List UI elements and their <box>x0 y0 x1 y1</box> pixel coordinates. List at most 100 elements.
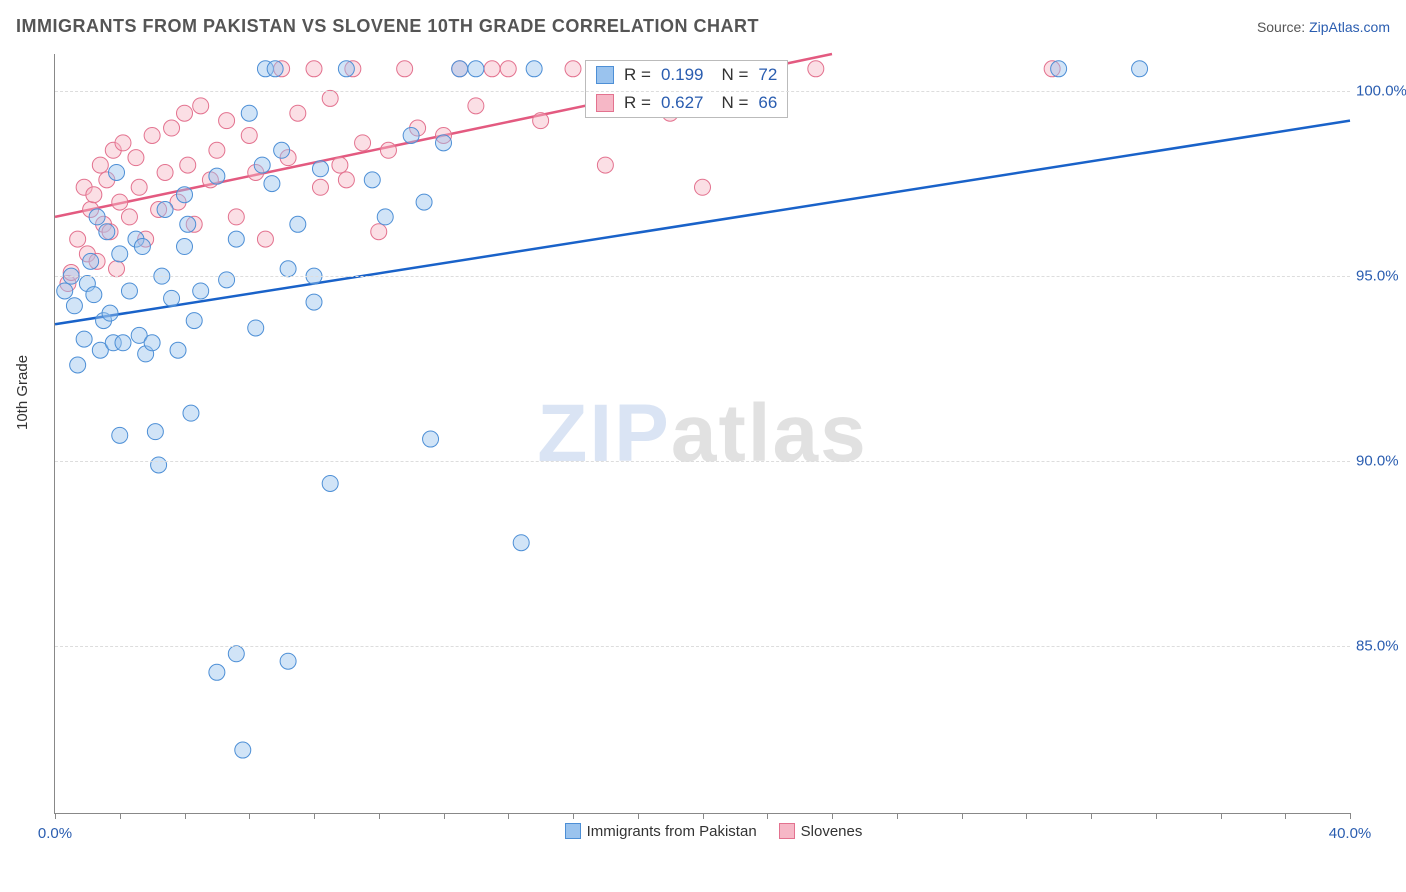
blue-point <box>89 209 105 225</box>
blue-point <box>157 202 173 218</box>
blue-point <box>99 224 115 240</box>
blue-point <box>209 664 225 680</box>
y-tick-label: 100.0% <box>1356 83 1406 100</box>
blue-point <box>254 157 270 173</box>
pink-point <box>180 157 196 173</box>
y-tick-label: 85.0% <box>1356 638 1399 655</box>
x-tick-label: 40.0% <box>1329 825 1372 842</box>
pink-point <box>355 135 371 151</box>
blue-point <box>219 272 235 288</box>
x-tick <box>897 813 898 819</box>
x-tick <box>379 813 380 819</box>
blue-point <box>338 61 354 77</box>
pink-point <box>86 187 102 203</box>
pink-point <box>144 127 160 143</box>
blue-point <box>164 290 180 306</box>
source-prefix: Source: <box>1257 19 1309 35</box>
pink-point <box>193 98 209 114</box>
pink-point <box>128 150 144 166</box>
blue-point <box>57 283 73 299</box>
blue-point <box>66 298 82 314</box>
y-tick-label: 90.0% <box>1356 453 1399 470</box>
pink-point <box>121 209 137 225</box>
legend-label: Immigrants from Pakistan <box>587 823 757 840</box>
pink-point <box>808 61 824 77</box>
pink-point <box>468 98 484 114</box>
x-tick <box>55 813 56 819</box>
y-axis-label: 10th Grade <box>14 355 31 430</box>
blue-point <box>209 168 225 184</box>
legend: Immigrants from Pakistan Slovenes <box>55 823 1350 840</box>
pink-point <box>484 61 500 77</box>
blue-point <box>76 331 92 347</box>
stats-box: R =0.199N =72R =0.627N =66 <box>585 60 788 118</box>
blue-point <box>177 187 193 203</box>
pink-point <box>597 157 613 173</box>
stats-row: R =0.199N =72 <box>586 61 787 89</box>
x-tick <box>1285 813 1286 819</box>
x-tick <box>1091 813 1092 819</box>
blue-point <box>86 287 102 303</box>
pink-point <box>112 194 128 210</box>
stat-r-value: 0.627 <box>661 93 704 113</box>
pink-point <box>565 61 581 77</box>
pink-point <box>209 142 225 158</box>
blue-point <box>180 216 196 232</box>
pink-point <box>695 179 711 195</box>
pink-point <box>131 179 147 195</box>
x-tick <box>1156 813 1157 819</box>
legend-label: Slovenes <box>801 823 863 840</box>
legend-swatch <box>565 823 581 839</box>
blue-point <box>364 172 380 188</box>
x-tick <box>832 813 833 819</box>
blue-point <box>144 335 160 351</box>
blue-point <box>115 335 131 351</box>
x-tick <box>314 813 315 819</box>
blue-point <box>235 742 251 758</box>
blue-point <box>112 246 128 262</box>
pink-point <box>312 179 328 195</box>
legend-swatch <box>596 66 614 84</box>
blue-point <box>322 475 338 491</box>
blue-point <box>290 216 306 232</box>
pink-point <box>533 113 549 129</box>
stat-r-value: 0.199 <box>661 65 704 85</box>
blue-point <box>183 405 199 421</box>
blue-point <box>83 253 99 269</box>
pink-point <box>228 209 244 225</box>
x-tick-label: 0.0% <box>38 825 72 842</box>
x-tick <box>767 813 768 819</box>
gridline <box>55 276 1350 277</box>
blue-point <box>274 142 290 158</box>
blue-point <box>280 653 296 669</box>
stat-n-label: N = <box>721 65 748 85</box>
blue-point <box>177 239 193 255</box>
legend-swatch <box>779 823 795 839</box>
pink-point <box>109 261 125 277</box>
blue-point <box>264 176 280 192</box>
blue-point <box>436 135 452 151</box>
plot-inner: ZIPatlas R =0.199N =72R =0.627N =66 Immi… <box>55 54 1350 813</box>
stat-n-label: N = <box>721 93 748 113</box>
pink-point <box>322 90 338 106</box>
x-tick <box>703 813 704 819</box>
pink-point <box>380 142 396 158</box>
source-link[interactable]: ZipAtlas.com <box>1309 19 1390 35</box>
pink-point <box>257 231 273 247</box>
x-tick <box>1221 813 1222 819</box>
blue-point <box>134 239 150 255</box>
pink-point <box>306 61 322 77</box>
x-tick <box>573 813 574 819</box>
blue-point <box>241 105 257 121</box>
pink-point <box>338 172 354 188</box>
pink-point <box>241 127 257 143</box>
x-tick <box>638 813 639 819</box>
pink-point <box>500 61 516 77</box>
x-tick <box>120 813 121 819</box>
pink-point <box>219 113 235 129</box>
source-attribution: Source: ZipAtlas.com <box>1257 19 1390 35</box>
stat-n-value: 72 <box>758 65 777 85</box>
blue-point <box>452 61 468 77</box>
blue-point <box>306 294 322 310</box>
blue-point <box>121 283 137 299</box>
